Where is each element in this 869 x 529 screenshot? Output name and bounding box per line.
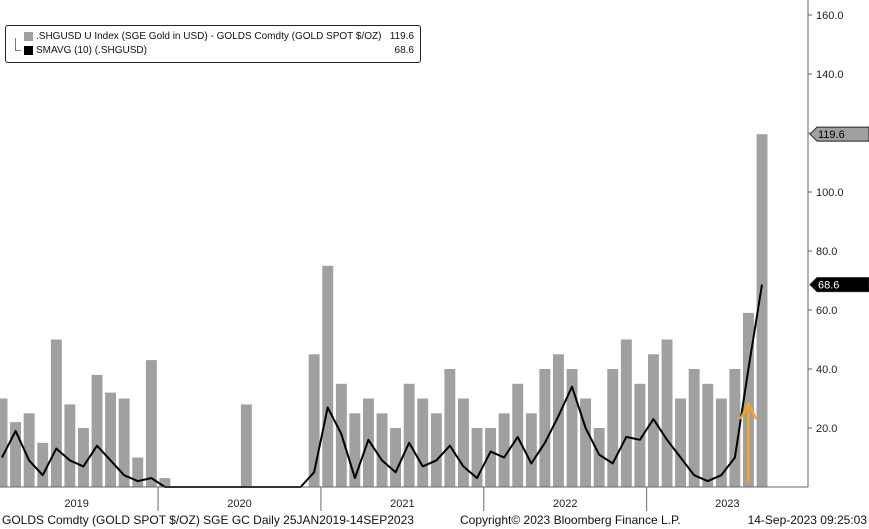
bar-series — [0, 134, 768, 488]
bar — [553, 354, 564, 488]
legend-swatch-spread — [24, 32, 33, 41]
bar — [539, 369, 551, 487]
bar — [159, 478, 171, 487]
last-value-marker-spread-box — [809, 126, 869, 142]
bar — [308, 354, 320, 488]
last-value-marker-smavg-box — [809, 277, 869, 293]
bar — [715, 398, 727, 487]
bar — [525, 413, 537, 488]
bar — [349, 413, 361, 488]
last-value-marker-smavg-label: 68.6 — [818, 280, 839, 292]
bar — [132, 457, 144, 487]
bar — [688, 369, 700, 487]
bar — [458, 398, 469, 487]
bar — [566, 369, 578, 487]
y-tick-label: 160.0 — [816, 10, 844, 22]
x-year-label: 2022 — [553, 498, 577, 510]
bar — [363, 398, 374, 487]
bar — [702, 383, 714, 488]
y-tick-label: 20.0 — [816, 423, 837, 435]
legend-swatch-smavg — [24, 46, 33, 55]
annotation-layer — [739, 401, 758, 483]
footer-timestamp: 14-Sep-2023 09:25:03 — [747, 513, 867, 527]
footer: GOLDS Comdty (GOLD SPOT $/OZ) SGE GC Dai… — [0, 511, 869, 529]
bar — [729, 369, 741, 487]
bar — [485, 428, 496, 487]
legend-entry-spread: .SHGUSD U Index (SGE Gold in USD) - GOLD… — [24, 30, 414, 43]
y-tick-label: 40.0 — [816, 364, 837, 376]
legend: .SHGUSD U Index (SGE Gold in USD) - GOLD… — [5, 25, 421, 63]
y-tick-label: 100.0 — [816, 187, 844, 199]
last-value-marker-spread: 119.6 — [809, 126, 869, 142]
legend-value-smavg: 68.6 — [394, 45, 414, 56]
sma-line — [1, 284, 763, 488]
x-year-label: 2023 — [715, 498, 739, 510]
bar — [593, 428, 605, 487]
bar — [743, 312, 754, 487]
bar — [471, 428, 483, 487]
bar — [37, 442, 49, 488]
footer-ticker-info: GOLDS Comdty (GOLD SPOT $/OZ) SGE GC Dai… — [2, 513, 414, 527]
bar — [634, 383, 646, 488]
last-value-marker-smavg: 68.6 — [809, 277, 869, 293]
footer-copyright: Copyright© 2023 Bloomberg Finance L.P. — [460, 513, 681, 527]
bar — [444, 369, 456, 487]
bar — [756, 134, 768, 487]
bar — [240, 404, 252, 487]
bar — [417, 398, 429, 487]
last-value-marker-spread-label: 119.6 — [818, 129, 845, 141]
bar — [322, 265, 334, 488]
legend-label-spread: .SHGUSD U Index (SGE Gold in USD) - GOLD… — [36, 31, 382, 42]
y-tick-label: 80.0 — [816, 246, 837, 258]
legend-tree-connector — [15, 38, 21, 51]
bar — [376, 413, 388, 488]
bar — [620, 339, 632, 487]
bar — [23, 413, 35, 488]
bar — [580, 398, 591, 487]
bar — [105, 392, 116, 487]
bar — [10, 422, 21, 487]
y-tick-label: 140.0 — [816, 69, 844, 81]
bar — [50, 339, 62, 487]
bar — [0, 398, 8, 487]
x-year-label: 2020 — [227, 498, 251, 510]
axes: 160.0140.0120.0100.080.060.040.020.02019… — [0, 0, 869, 511]
bar — [390, 428, 401, 487]
chart-svg: 160.0140.0120.0100.080.060.040.020.02019… — [0, 0, 869, 511]
annotation-arrow-head — [739, 401, 758, 420]
bar — [498, 413, 510, 488]
bar — [78, 428, 89, 487]
bar — [145, 360, 157, 487]
x-year-label: 2021 — [390, 498, 414, 510]
bar — [403, 383, 415, 488]
bar — [512, 383, 524, 488]
bar — [607, 369, 619, 487]
bar — [64, 404, 76, 487]
bar — [91, 374, 103, 487]
y-tick-label: 60.0 — [816, 305, 837, 317]
legend-entry-smavg: SMAVG (10) (.SHGUSD) 68.6 — [24, 44, 414, 57]
x-year-label: 2019 — [64, 498, 88, 510]
legend-value-spread: 119.6 — [389, 31, 414, 42]
bar — [118, 398, 130, 487]
bar — [430, 413, 442, 488]
bar — [675, 398, 686, 487]
legend-label-smavg: SMAVG (10) (.SHGUSD) — [36, 45, 147, 56]
bar — [661, 339, 673, 487]
